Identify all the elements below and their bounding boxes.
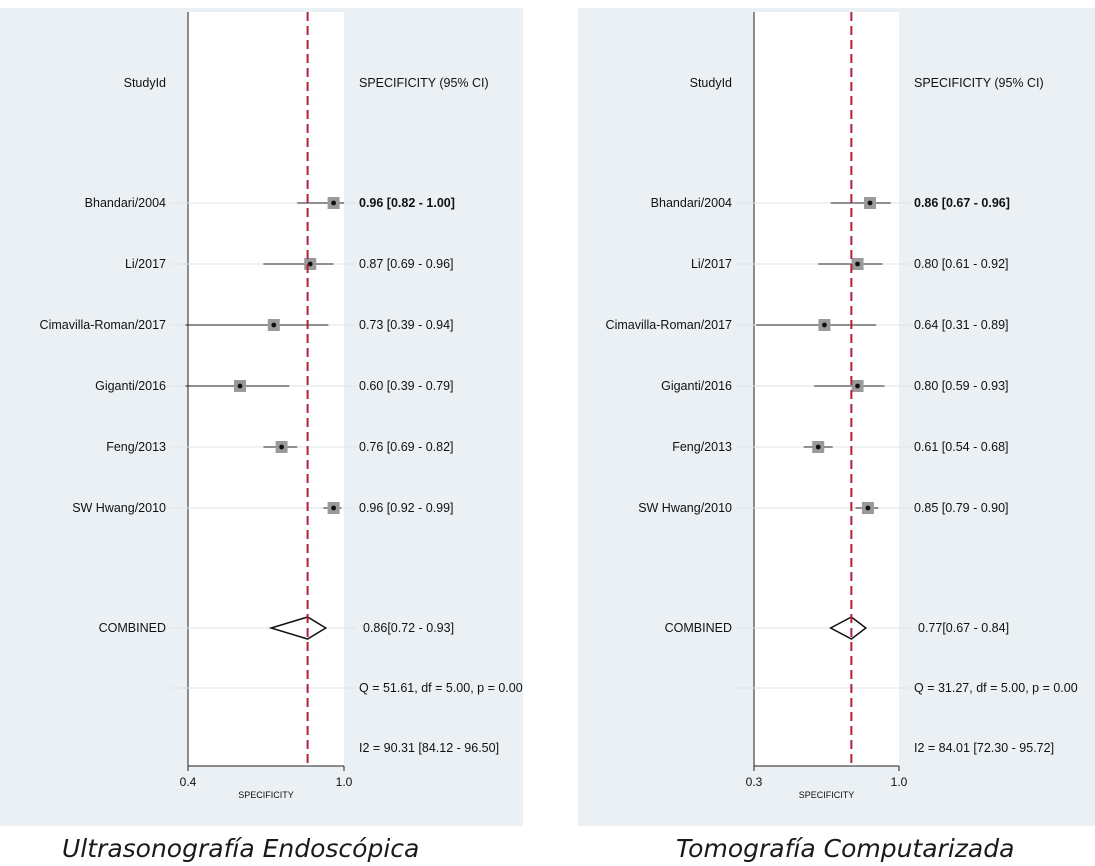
caption-left: Ultrasonografía Endoscópica [62,834,420,863]
estimate-point [279,444,284,450]
study-name: Li/2017 [691,257,732,271]
estimate-point [822,322,827,328]
study-estimate-label: 0.87 [0.69 - 0.96] [359,257,454,271]
estimate-column-header: SPECIFICITY (95% CI) [359,76,489,90]
estimate-point [271,322,277,328]
study-estimate-label: 0.76 [0.69 - 0.82] [359,440,454,454]
combined-diamond [829,616,868,640]
study-estimate-label: 0.61 [0.54 - 0.68] [914,440,1009,454]
study-name: Cimavilla-Roman/2017 [606,318,732,332]
combined-label: COMBINED [665,621,732,635]
plot-area [188,12,344,766]
x-tick-label: 0.3 [746,775,763,789]
study-estimate-label: 0.85 [0.79 - 0.90] [914,501,1009,515]
x-tick-label: 0.4 [180,775,197,789]
estimate-point [237,383,243,389]
estimate-point [331,505,336,511]
forest-plot-left: StudyId SPECIFICITY (95% CI) Bhandari/2004… [40,12,523,800]
estimate-point [855,261,860,267]
estimate-point [307,261,313,267]
study-name: Li/2017 [125,257,166,271]
combined-label: COMBINED [99,621,166,635]
estimate-column-header: SPECIFICITY (95% CI) [914,76,1044,90]
study-estimate-label: 0.96 [0.82 - 1.00] [359,196,455,210]
x-tick-label: 1.0 [336,775,353,789]
x-axis-label: SPECIFICITY [238,790,294,800]
heterogeneity-q: Q = 51.61, df = 5.00, p = 0.00 [359,681,523,695]
study-estimate-label: 0.60 [0.39 - 0.79] [359,379,454,393]
x-tick-label: 1.0 [891,775,908,789]
study-estimate-label: 0.73 [0.39 - 0.94] [359,318,454,332]
study-estimate-label: 0.64 [0.31 - 0.89] [914,318,1009,332]
study-estimate-label: 0.80 [0.59 - 0.93] [914,379,1009,393]
estimate-point [815,444,821,450]
estimate-point [867,200,873,206]
heterogeneity-i2: I2 = 90.31 [84.12 - 96.50] [359,741,499,755]
combined-estimate-label: 0.77[0.67 - 0.84] [918,621,1009,635]
study-name: Giganti/2016 [661,379,732,393]
plot-area [754,12,899,766]
heterogeneity-q: Q = 31.27, df = 5.00, p = 0.00 [914,681,1078,695]
study-name: Bhandari/2004 [85,196,166,210]
forest-plot-panel-left: StudyId SPECIFICITY (95% CI) Bhandari/2004… [0,8,523,826]
forest-plot-panel-right: StudyId SPECIFICITY (95% CI) Bhandari/2004… [578,8,1095,826]
heterogeneity-i2: I2 = 84.01 [72.30 - 95.72] [914,741,1054,755]
study-column-header: StudyId [124,76,166,90]
estimate-point [865,505,871,511]
study-name: Cimavilla-Roman/2017 [40,318,166,332]
study-column-header: StudyId [690,76,732,90]
study-name: SW Hwang/2010 [638,501,732,515]
combined-estimate-label: 0.86[0.72 - 0.93] [363,621,454,635]
study-name: Feng/2013 [106,440,166,454]
forest-plot-right: StudyId SPECIFICITY (95% CI) Bhandari/2004… [606,12,1078,800]
estimate-point [855,383,860,389]
estimate-point [331,200,336,206]
study-estimate-label: 0.80 [0.61 - 0.92] [914,257,1009,271]
combined-diamond [268,616,328,640]
study-name: Giganti/2016 [95,379,166,393]
study-name: Feng/2013 [672,440,732,454]
x-axis-label: SPECIFICITY [799,790,855,800]
caption-right: Tomografía Computarizada [676,834,1015,863]
study-name: SW Hwang/2010 [72,501,166,515]
study-estimate-label: 0.96 [0.92 - 0.99] [359,501,454,515]
study-estimate-label: 0.86 [0.67 - 0.96] [914,196,1010,210]
study-name: Bhandari/2004 [651,196,732,210]
